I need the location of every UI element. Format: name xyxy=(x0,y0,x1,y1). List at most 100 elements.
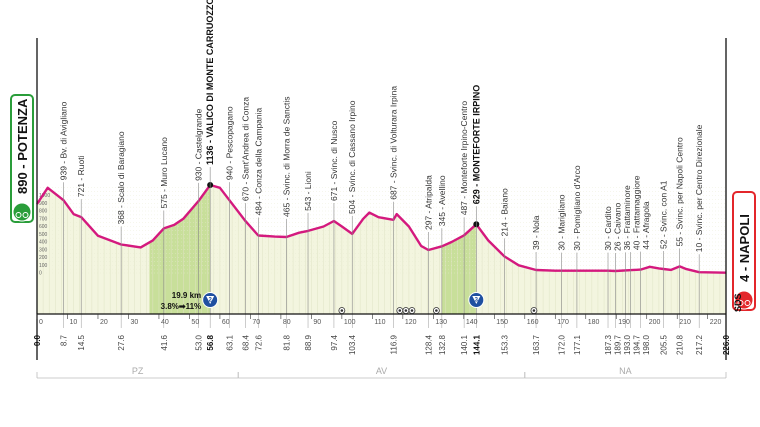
waypoint-km-label: 205.5 xyxy=(660,334,669,355)
waypoint-km-label: 81.8 xyxy=(282,334,291,350)
waypoint-label: 543 - Lioni xyxy=(303,171,313,211)
waypoint-label: 30 - Cardito xyxy=(603,206,613,251)
axis: 8.7 14.5 27.6 41.6 53.0 56.8 63.1 68.4 72.6 81.8 8… xyxy=(33,38,731,379)
altitude-tick-label: 300 xyxy=(39,247,48,253)
km-tick-label: 200 xyxy=(649,319,661,326)
waypoint-km-label: 187.3 xyxy=(604,334,613,355)
altitude-tick-label: 700 xyxy=(39,216,48,222)
waypoint-km-label: 63.1 xyxy=(225,334,234,350)
altitude-tick-label: 900 xyxy=(39,201,48,207)
waypoint-label: 40 - Frattamaggiore xyxy=(632,175,642,250)
climb-areas xyxy=(149,184,477,314)
altitude-tick-label: 100 xyxy=(39,263,48,269)
waypoint-label: 26 - Caivano xyxy=(613,203,623,251)
waypoint-km-label: 193.0 xyxy=(623,334,632,355)
waypoint-km-label: 132.8 xyxy=(438,334,447,355)
waypoint-label: 930 - Castelgrande xyxy=(194,108,204,181)
km-tick-label: 110 xyxy=(374,319,385,326)
km-tick-label: 90 xyxy=(313,319,321,326)
km-tick-label: 220 xyxy=(710,319,722,326)
waypoint-label: 721 - Ruoti xyxy=(76,155,86,197)
badges: 2 19.9 km 3.8%➡11% 3 890 - POTENZA 4 - NAPOLI… xyxy=(10,94,756,314)
waypoint-km-label: 88.9 xyxy=(304,334,313,350)
altitude-tick-label: 800 xyxy=(39,209,48,215)
km-tick-label: 160 xyxy=(527,319,539,326)
climb-area xyxy=(441,224,477,314)
waypoint-label: 484 - Conza della Campania xyxy=(253,107,263,215)
waypoint-label: 214 - Baiano xyxy=(499,188,509,236)
waypoint-km-label: 72.6 xyxy=(254,334,263,350)
waypoint-km-label: 210.8 xyxy=(676,334,685,355)
kom-category: 3 xyxy=(475,298,479,304)
waypoint-km-label: 153.3 xyxy=(500,334,509,355)
waypoint-km-label: 53.0 xyxy=(195,334,204,350)
km-tick-label: 120 xyxy=(405,319,417,326)
km-tick-label: 190 xyxy=(618,319,630,326)
waypoint-km-label: 8.7 xyxy=(60,334,69,346)
waypoint-km-label: 27.6 xyxy=(117,334,126,350)
km-tick-label: 60 xyxy=(222,319,230,326)
kom-triangle-icon xyxy=(206,296,215,304)
km-tick-label: 50 xyxy=(191,319,199,326)
altitude-tick-label: 1000 xyxy=(39,193,50,199)
cyclist-icon-wheel xyxy=(737,300,744,306)
waypoint-label: 345 - Avellino xyxy=(437,175,447,226)
waypoint-label: 629 - MONTEFORTE IRPINO xyxy=(471,85,481,205)
waypoint-label: 687 - Svinc. di Volturara Irpina xyxy=(388,86,398,200)
waypoint-km-label: 116.9 xyxy=(389,334,398,354)
waypoint-label: 465 - Svinc. di Morra de Sanctis xyxy=(281,96,291,216)
altitude-tick-label: 500 xyxy=(39,232,48,238)
waypoint-km-label: 97.4 xyxy=(330,334,339,350)
cyclist-icon-wheel xyxy=(22,212,29,218)
waypoint-km-label: 189.7 xyxy=(614,334,623,355)
finish-label: 4 - NAPOLI xyxy=(737,214,752,282)
cyclist-icon-wheel xyxy=(15,212,22,218)
altitude-tick-label: 0 xyxy=(39,271,42,277)
finish-badge xyxy=(732,191,756,311)
climb-area xyxy=(149,184,211,314)
waypoint-label: 940 - Pescopagano xyxy=(224,106,234,180)
km-tick-label: 150 xyxy=(496,319,508,326)
waypoint-label: 670 - Sant'Andrea di Conza xyxy=(241,97,251,201)
km-tick-label: 70 xyxy=(252,319,260,326)
km-tick-label: 210 xyxy=(679,319,691,326)
waypoint-label: 44 - Afragola xyxy=(641,201,651,249)
km-tick-label: 140 xyxy=(466,319,478,326)
waypoint-labels: 939 - Bv. di Avigliano 721 - Ruoti 368 - S… xyxy=(59,0,704,314)
waypoint-km-label: 14.5 xyxy=(77,334,86,350)
waypoint-km-label: 172.0 xyxy=(557,334,566,355)
kom-triangle-icon xyxy=(472,296,481,304)
start-label: 890 - POTENZA xyxy=(15,98,30,194)
kom-category: 2 xyxy=(208,298,212,304)
km-tick-label: 80 xyxy=(283,319,291,326)
km-tick-label: 100 xyxy=(344,319,356,326)
waypoint-km-label: 68.4 xyxy=(242,334,251,350)
waypoint-km-label: 163.7 xyxy=(532,334,541,355)
waypoint-label: 10 - Svinc. per Centro Direzionale xyxy=(694,124,704,252)
waypoint-km-label: 128.4 xyxy=(424,334,433,355)
waypoint-label: 504 - Svinc. di Cassano Irpino xyxy=(347,100,357,214)
km-tick-label: 40 xyxy=(161,319,169,326)
waypoint-km-label: 140.1 xyxy=(460,334,469,355)
km-tick-label: 30 xyxy=(130,319,138,326)
waypoint-km-label: 217.2 xyxy=(695,334,704,355)
region-label: PZ xyxy=(132,366,144,376)
waypoint-km-label: 144.1 xyxy=(472,334,481,355)
waypoint-km-label: 194.7 xyxy=(633,334,642,355)
waypoint-km-label: 198.0 xyxy=(642,334,651,355)
climb-gradient: 3.8%➡11% xyxy=(161,302,202,311)
waypoint-label: 487 - Monteforte Irpino-Centro xyxy=(459,101,469,216)
waypoint-km-label: 177.1 xyxy=(573,334,582,355)
climb-length: 19.9 km xyxy=(172,291,201,300)
waypoint-label: 939 - Bv. di Avigliano xyxy=(59,101,69,180)
km-tick-label: 170 xyxy=(557,319,569,326)
waypoint-km-label: 56.8 xyxy=(206,334,215,350)
altitude-tick-label: 400 xyxy=(39,240,48,246)
waypoint-label: 575 - Muro Lucano xyxy=(159,137,169,209)
intermediate-marker-icon-dot xyxy=(404,309,408,312)
waypoint-label: 36 - Frattaminore xyxy=(622,185,632,250)
cyclist-icon xyxy=(734,290,754,310)
km-tick-label: 20 xyxy=(100,319,108,326)
